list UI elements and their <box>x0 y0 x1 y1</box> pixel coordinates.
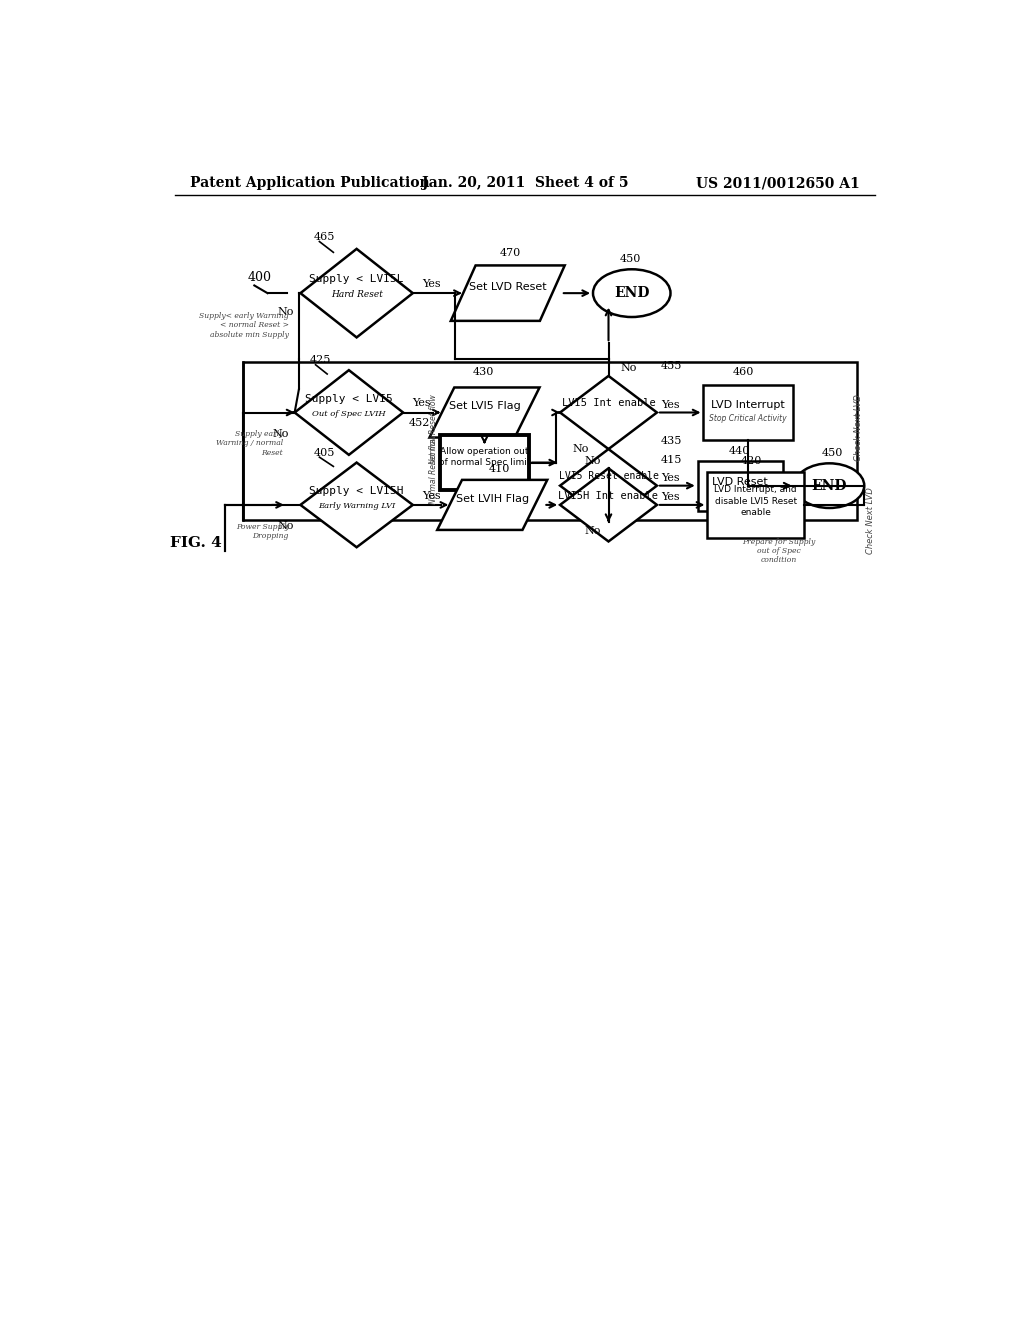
Text: 470: 470 <box>500 248 521 259</box>
Text: 415: 415 <box>660 455 682 465</box>
Text: Yes: Yes <box>660 473 680 483</box>
Text: LVI5 Int enable: LVI5 Int enable <box>561 399 655 408</box>
Text: Yes: Yes <box>422 491 440 500</box>
Text: Allow operation out: Allow operation out <box>440 447 528 457</box>
Text: LVD Reset: LVD Reset <box>713 477 768 487</box>
Text: US 2011/0012650 A1: US 2011/0012650 A1 <box>696 176 859 190</box>
Text: Yes: Yes <box>660 400 680 409</box>
Text: Set LVIH Flag: Set LVIH Flag <box>456 494 528 504</box>
Text: 430: 430 <box>473 367 495 378</box>
Ellipse shape <box>795 463 864 508</box>
Text: 455: 455 <box>660 362 682 371</box>
Text: Power Supply
Dropping: Power Supply Dropping <box>236 523 289 540</box>
Text: of normal Spec limit: of normal Spec limit <box>438 458 530 467</box>
Polygon shape <box>300 462 413 548</box>
Text: Patent Application Publication: Patent Application Publication <box>190 176 430 190</box>
Text: Hard Reset: Hard Reset <box>331 290 383 300</box>
Text: LVI5H Int enable: LVI5H Int enable <box>558 491 658 500</box>
Text: Stop Critical Activity: Stop Critical Activity <box>710 414 786 424</box>
Text: Yes: Yes <box>660 492 680 502</box>
FancyBboxPatch shape <box>703 385 793 441</box>
Polygon shape <box>451 265 564 321</box>
Text: Yes: Yes <box>413 399 431 408</box>
Text: No: No <box>278 308 294 317</box>
Polygon shape <box>300 249 413 338</box>
Text: No: No <box>621 363 637 374</box>
Text: Normal Reset flow: Normal Reset flow <box>429 395 438 465</box>
Text: No: No <box>272 429 289 440</box>
Text: Supply< early Warning
< normal Reset >
absolute min Supply: Supply< early Warning < normal Reset > a… <box>200 313 289 339</box>
Polygon shape <box>560 469 657 541</box>
Text: 460: 460 <box>732 367 754 378</box>
Text: Supply < LVI5L: Supply < LVI5L <box>309 275 403 284</box>
Text: 465: 465 <box>314 232 336 242</box>
Text: No: No <box>585 455 601 466</box>
Text: Yes: Yes <box>422 279 440 289</box>
Text: 405: 405 <box>314 447 336 458</box>
Text: LVD Interrupt: LVD Interrupt <box>711 400 784 409</box>
Text: No: No <box>278 521 294 532</box>
Text: LVI5 Reset enable: LVI5 Reset enable <box>558 471 658 482</box>
Polygon shape <box>560 449 657 523</box>
Text: disable LVI5 Reset: disable LVI5 Reset <box>715 496 797 506</box>
Text: Early Warning LVI: Early Warning LVI <box>318 503 395 511</box>
Text: 420: 420 <box>740 455 762 466</box>
Text: END: END <box>614 286 649 300</box>
Polygon shape <box>560 376 657 449</box>
Polygon shape <box>295 370 403 455</box>
Text: Set LVI5 Flag: Set LVI5 Flag <box>449 401 520 412</box>
Text: Check Next LVD: Check Next LVD <box>854 395 862 461</box>
Text: Prepare for Supply
out of Spec
condition: Prepare for Supply out of Spec condition <box>742 539 816 565</box>
Text: 435: 435 <box>660 436 682 446</box>
Text: END: END <box>812 479 847 492</box>
Text: 450: 450 <box>821 449 843 458</box>
Text: No: No <box>572 444 589 454</box>
Text: 440: 440 <box>729 446 750 455</box>
Text: 425: 425 <box>310 355 332 366</box>
Text: No: No <box>585 527 601 536</box>
FancyBboxPatch shape <box>440 434 529 490</box>
Text: Out of Spec LVIH: Out of Spec LVIH <box>312 411 386 418</box>
Polygon shape <box>437 480 547 529</box>
FancyBboxPatch shape <box>708 473 804 537</box>
Text: FIG. 4: FIG. 4 <box>170 536 222 550</box>
Text: Normal Reset flow: Normal Reset flow <box>429 434 438 504</box>
FancyBboxPatch shape <box>697 461 783 511</box>
Text: 410: 410 <box>488 463 510 474</box>
Text: LVD Interrupt, and: LVD Interrupt, and <box>715 484 797 494</box>
Text: 400: 400 <box>248 271 272 284</box>
Ellipse shape <box>593 269 671 317</box>
Text: Supply < LVI5: Supply < LVI5 <box>305 393 393 404</box>
Text: Jan. 20, 2011  Sheet 4 of 5: Jan. 20, 2011 Sheet 4 of 5 <box>422 176 628 190</box>
Text: Supply < LVI5H: Supply < LVI5H <box>309 486 403 496</box>
Text: Check Next LVD: Check Next LVD <box>866 487 874 553</box>
Polygon shape <box>429 388 540 437</box>
Text: Supply early
Warning / normal
Reset: Supply early Warning / normal Reset <box>216 430 283 457</box>
Text: 452: 452 <box>409 417 430 428</box>
Text: enable: enable <box>740 508 771 517</box>
Text: 450: 450 <box>621 253 641 264</box>
Text: Set LVD Reset: Set LVD Reset <box>469 282 547 292</box>
